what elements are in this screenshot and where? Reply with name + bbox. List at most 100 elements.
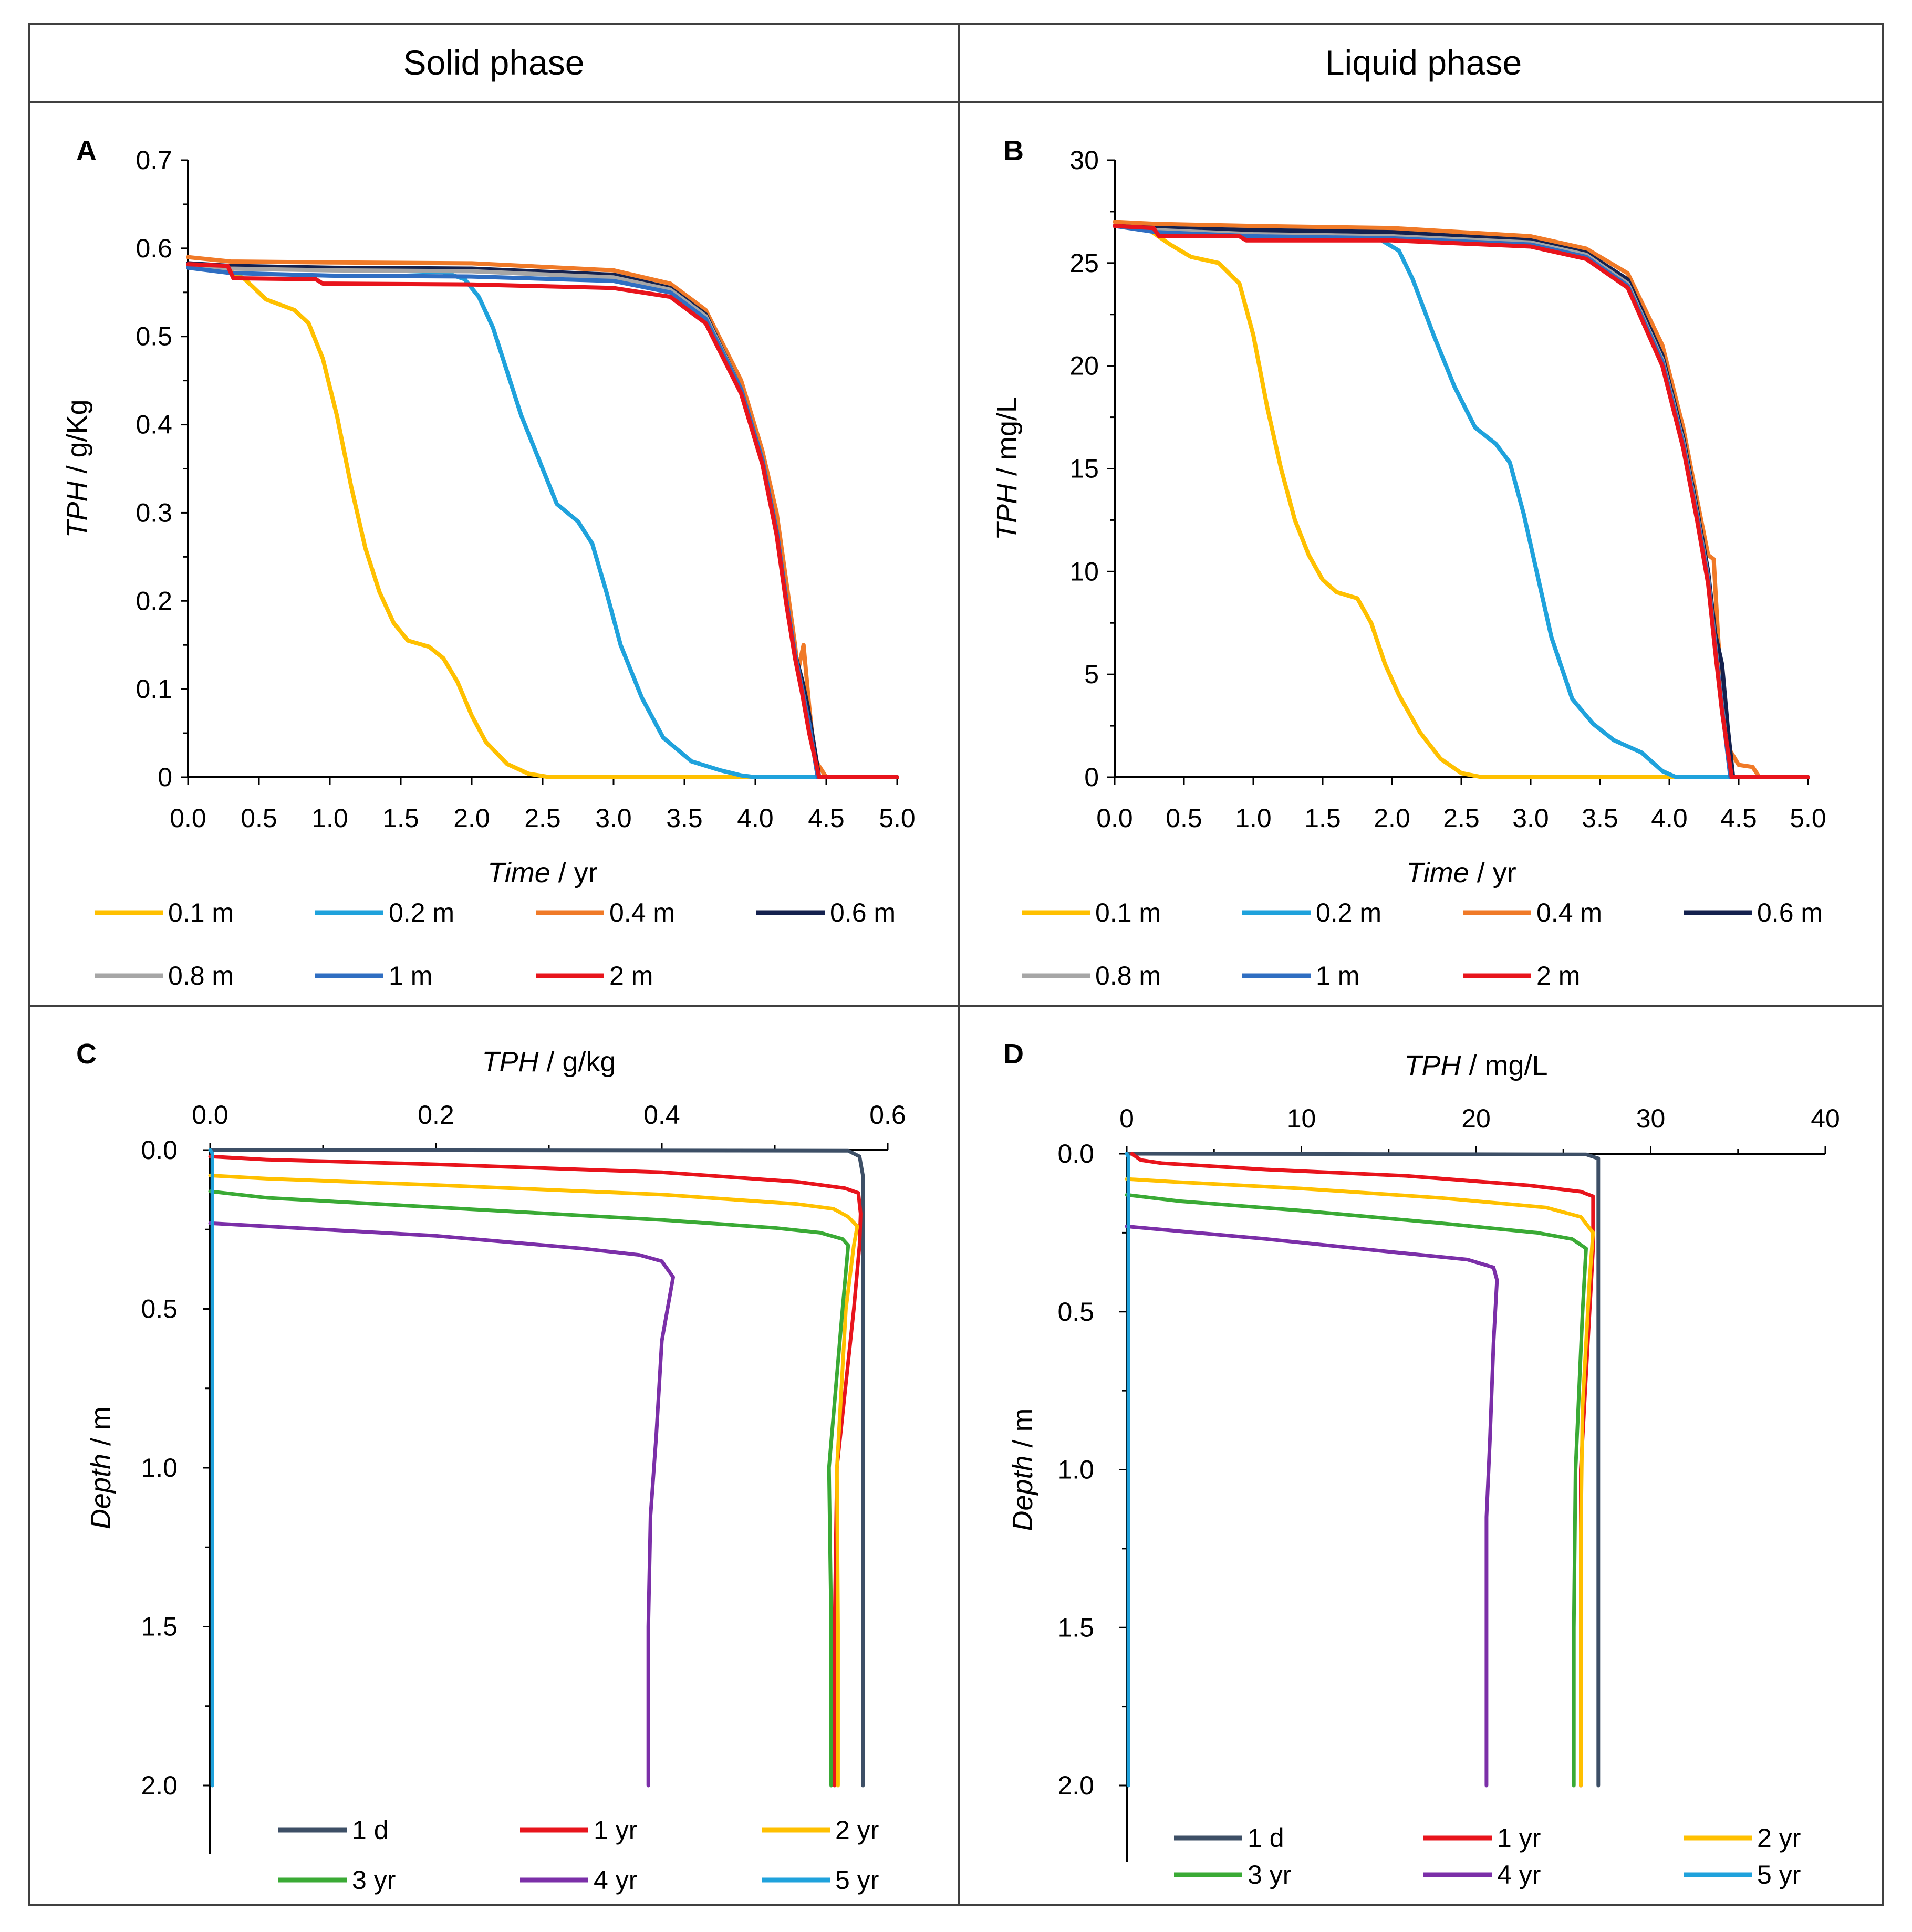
legend-label: 5 yr — [835, 1865, 879, 1895]
y-tick-label: 1.5 — [141, 1612, 178, 1642]
x-tick-label: 0.5 — [241, 803, 277, 833]
y-tick-label: 25 — [1069, 248, 1099, 278]
legend-label: 1 d — [1248, 1823, 1284, 1853]
x-tick-label: 30 — [1636, 1104, 1666, 1133]
y-tick-label: 0.0 — [1057, 1139, 1094, 1168]
x-tick-label: 1.5 — [382, 803, 419, 833]
legend-label: 1 m — [1316, 961, 1359, 990]
x-tick-label: 0.0 — [170, 803, 206, 833]
panel-c-solid-depth-profile: C 0.0 0.2 0.4 0.6 0.0 0.5 1.0 1.5 2.0 TPH / g/kg D… — [76, 1038, 906, 1895]
legend-label: 0.6 m — [1757, 898, 1823, 927]
x-tick-label: 2.5 — [524, 803, 561, 833]
legend-label: 3 yr — [1248, 1860, 1291, 1889]
panel-a-legend: 0.1 m 0.2 m 0.4 m 0.6 m 0.8 m 1 m 2 m — [95, 898, 896, 990]
legend-label: 0.2 m — [389, 898, 454, 927]
y-tick-label: 0.2 — [136, 586, 172, 615]
x-tick-label: 4.0 — [1651, 803, 1688, 833]
panel-c-legend: 1 d 1 yr 2 yr 3 yr 4 yr 5 yr — [278, 1815, 879, 1895]
legend-label: 0.8 m — [168, 961, 234, 990]
series-line-3-yr — [1125, 1193, 1588, 1788]
series-line-4-yr — [208, 1221, 675, 1788]
panel-label-d: D — [1003, 1038, 1024, 1070]
series-line-2-m — [186, 262, 899, 779]
x-tick-label: 0.5 — [1166, 803, 1202, 833]
x-tick-label: 2.0 — [1374, 803, 1410, 833]
series-line-5-yr — [208, 1148, 214, 1788]
x-tick-label: 20 — [1461, 1104, 1491, 1133]
series-line-0-4-m — [1113, 220, 1810, 779]
panel-d-series — [1125, 1152, 1601, 1788]
y-tick-label: 0 — [158, 763, 172, 792]
y-tick-label: 30 — [1069, 145, 1099, 175]
y-tick-label: 0 — [1084, 763, 1099, 792]
legend-label: 1 yr — [1497, 1823, 1541, 1853]
x-tick-label: 10 — [1287, 1104, 1316, 1133]
legend-label: 4 yr — [594, 1865, 637, 1895]
y-tick-label: 0.5 — [1057, 1297, 1094, 1327]
legend-label: 3 yr — [352, 1865, 396, 1895]
x-tick-label: 1.0 — [1235, 803, 1272, 833]
y-axis-title: Depth / m — [1007, 1408, 1038, 1531]
panel-label-b: B — [1003, 135, 1024, 166]
x-tick-label: 3.5 — [666, 803, 703, 833]
x-tick-label: 1.5 — [1304, 803, 1341, 833]
series-line-0-1-m — [186, 262, 899, 779]
legend-label: 0.8 m — [1095, 961, 1161, 990]
panel-label-c: C — [76, 1038, 97, 1070]
x-tick-label: 0.0 — [1096, 803, 1133, 833]
legend-label: 2 yr — [1757, 1823, 1801, 1853]
legend-label: 0.6 m — [830, 898, 896, 927]
y-tick-label: 0.5 — [141, 1294, 178, 1324]
legend-label: 2 m — [1536, 961, 1580, 990]
x-tick-label: 3.0 — [595, 803, 632, 833]
x-tick-label: 0.4 — [643, 1100, 680, 1130]
y-tick-label: 5 — [1084, 660, 1099, 689]
legend-label: 0.2 m — [1316, 898, 1381, 927]
y-tick-label: 1.5 — [1057, 1613, 1094, 1642]
header-liquid-phase: Liquid phase — [1325, 43, 1522, 82]
legend-label: 2 yr — [835, 1815, 879, 1845]
x-tick-label: 2.5 — [1443, 803, 1480, 833]
series-line-1-yr — [208, 1154, 863, 1788]
series-line-2-yr — [1125, 1177, 1595, 1788]
series-line-0-1-m — [1113, 224, 1810, 779]
y-tick-label: 0.0 — [141, 1135, 178, 1165]
y-tick-label: 0.7 — [136, 145, 172, 175]
series-line-0-2-m — [186, 264, 899, 779]
legend-label: 0.1 m — [168, 898, 234, 927]
panel-d-liquid-depth-profile: D 0 10 20 30 40 0.0 0.5 1.0 1.5 2.0 TPH / mg/L Dept… — [1003, 1038, 1840, 1889]
legend-label: 0.4 m — [609, 898, 675, 927]
x-tick-label: 3.5 — [1582, 803, 1618, 833]
series-line-0-8-m — [1113, 224, 1810, 779]
legend-label: 1 yr — [594, 1815, 637, 1845]
x-tick-label: 5.0 — [1790, 803, 1826, 833]
header-solid-phase: Solid phase — [403, 43, 585, 82]
y-tick-label: 2.0 — [141, 1771, 178, 1800]
x-tick-label: 0.2 — [418, 1100, 454, 1130]
x-tick-label: 0.0 — [192, 1100, 228, 1130]
series-line-3-yr — [208, 1189, 850, 1788]
panel-label-a: A — [76, 135, 97, 166]
series-line-0-8-m — [186, 264, 899, 779]
series-line-1-d — [208, 1148, 865, 1788]
y-axis-title: TPH / g/Kg — [61, 399, 93, 538]
panel-a-series — [186, 255, 899, 779]
x-axis-title: TPH / g/kg — [482, 1046, 616, 1078]
series-line-0-4-m — [186, 255, 899, 779]
series-line-0-2-m — [1113, 224, 1810, 779]
y-tick-label: 10 — [1069, 557, 1099, 586]
series-line-2-yr — [208, 1173, 859, 1788]
series-line-2-m — [1113, 224, 1810, 779]
table-frame — [28, 23, 1884, 1906]
y-tick-label: 0.1 — [136, 674, 172, 704]
legend-label: 5 yr — [1757, 1860, 1801, 1889]
x-tick-label: 5.0 — [879, 803, 916, 833]
series-line-0-6-m — [186, 261, 899, 779]
x-tick-label: 0.6 — [869, 1100, 906, 1130]
x-axis-title: TPH / mg/L — [1404, 1050, 1547, 1081]
y-tick-label: 1.0 — [1057, 1455, 1094, 1485]
x-axis-title: Time / yr — [1406, 857, 1516, 889]
y-axis-title: Depth / m — [85, 1406, 117, 1529]
panel-b-series — [1113, 220, 1810, 779]
